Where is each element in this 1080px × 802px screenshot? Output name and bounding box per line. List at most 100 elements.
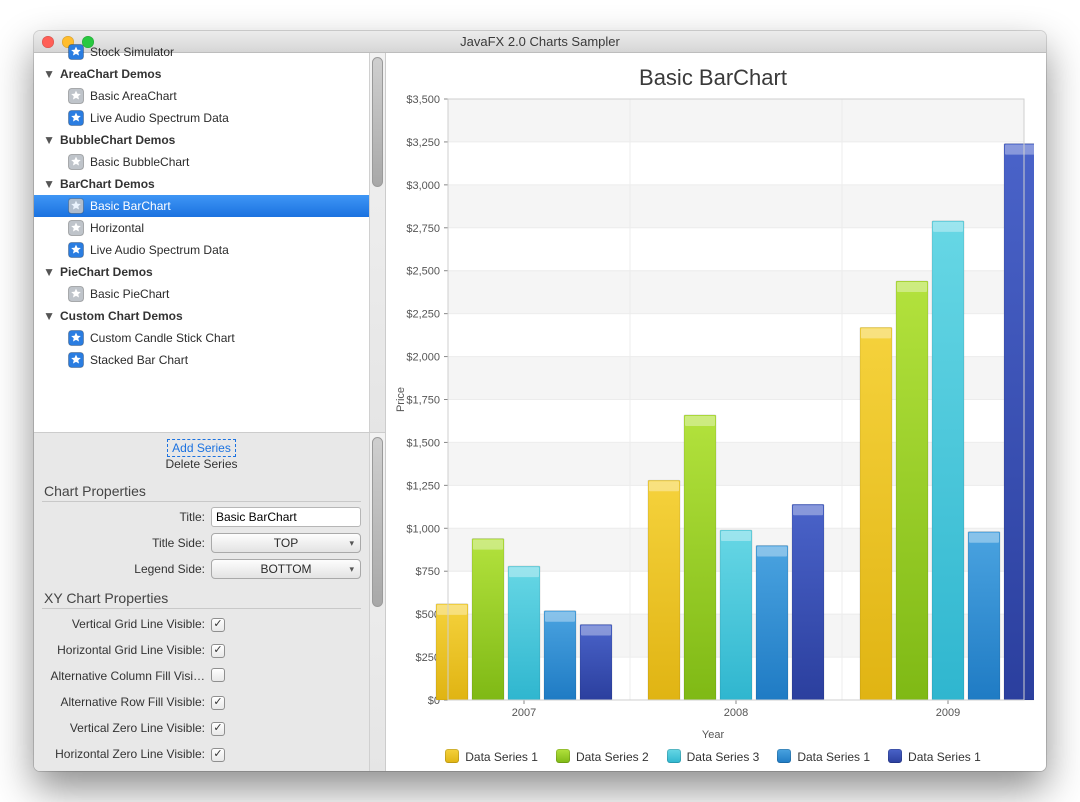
bar <box>968 532 1000 700</box>
chart-svg: $0$250$500$750$1,000$1,250$1,500$1,750$2… <box>392 93 1034 728</box>
bar <box>648 480 680 700</box>
altcol-label: Alternative Column Fill Visi… <box>42 669 211 683</box>
bar <box>508 566 540 700</box>
hzero-checkbox[interactable] <box>211 748 225 762</box>
disclosure-triangle-icon[interactable]: ▼ <box>44 177 54 191</box>
legend-item: Data Series 3 <box>667 749 760 764</box>
legend-label: Data Series 2 <box>576 750 649 764</box>
tree-item-label: Basic AreaChart <box>90 89 177 103</box>
legend-label: Data Series 1 <box>797 750 870 764</box>
title-side-select[interactable]: TOP▾ <box>211 533 361 553</box>
star-icon <box>68 220 84 236</box>
star-icon <box>68 286 84 302</box>
disclosure-triangle-icon[interactable]: ▼ <box>44 265 54 279</box>
add-series-button[interactable]: Add Series <box>167 439 236 457</box>
tree-group[interactable]: ▼BarChart Demos <box>34 173 369 195</box>
tree-group[interactable]: ▼ Custom Chart Demos <box>34 305 369 327</box>
disclosure-triangle-icon[interactable]: ▼ <box>44 67 54 81</box>
tree-group[interactable]: ▼ AreaChart Demos <box>34 63 369 85</box>
svg-text:Price: Price <box>395 387 407 412</box>
title-side-label: Title Side: <box>42 536 211 550</box>
tree-item-label: Basic BubbleChart <box>90 155 189 169</box>
svg-text:$3,000: $3,000 <box>406 180 440 192</box>
disclosure-triangle-icon[interactable]: ▼ <box>44 309 54 323</box>
star-icon <box>68 330 84 346</box>
altrow-label: Alternative Row Fill Visible: <box>42 695 211 709</box>
star-icon <box>68 110 84 126</box>
vzero-checkbox[interactable] <box>211 722 225 736</box>
hgrid-label: Horizontal Grid Line Visible: <box>42 643 211 657</box>
vzero-label: Vertical Zero Line Visible: <box>42 721 211 735</box>
tree-scrollbar[interactable] <box>369 53 385 432</box>
svg-text:$1,750: $1,750 <box>406 395 440 407</box>
tree-item[interactable]: Stacked Bar Chart <box>34 349 369 371</box>
bar-chart: $0$250$500$750$1,000$1,250$1,500$1,750$2… <box>392 93 1034 731</box>
title-label: Title: <box>42 510 211 524</box>
hzero-label: Horizontal Zero Line Visible: <box>42 747 211 761</box>
props-scroll-thumb[interactable] <box>372 437 383 607</box>
svg-text:$3,250: $3,250 <box>406 137 440 149</box>
star-icon <box>68 242 84 258</box>
altrow-checkbox[interactable] <box>211 696 225 710</box>
chart-legend: Data Series 1 Data Series 2 Data Series 3 D… <box>392 741 1034 768</box>
tree-item-label: Basic PieChart <box>90 287 169 301</box>
hgrid-checkbox[interactable] <box>211 644 225 658</box>
svg-text:2008: 2008 <box>724 707 748 719</box>
bar <box>896 281 928 700</box>
disclosure-triangle-icon[interactable]: ▼ <box>44 133 54 147</box>
sidebar: Stock Simulator▼AreaChart DemosBasic Are… <box>34 53 386 771</box>
tree-item[interactable]: Basic PieChart <box>34 283 369 305</box>
properties-panel: Add Series Delete Series Chart Propertie… <box>34 433 369 771</box>
chart-title: Basic BarChart <box>392 65 1034 91</box>
svg-text:$2,250: $2,250 <box>406 309 440 321</box>
legend-swatch <box>445 749 459 763</box>
legend-item: Data Series 1 <box>888 749 981 764</box>
bar <box>684 415 716 700</box>
star-icon <box>68 198 84 214</box>
tree-item-label: AreaChart Demos <box>60 67 161 81</box>
svg-text:$2,000: $2,000 <box>406 352 440 364</box>
legend-side-select[interactable]: BOTTOM▾ <box>211 559 361 579</box>
star-icon <box>68 154 84 170</box>
tree-scroll-thumb[interactable] <box>372 57 383 187</box>
tree-item[interactable]: Basic BarChart <box>34 195 369 217</box>
chart-pane: Basic BarChart $0$250$500$750$1,000$1,25… <box>386 53 1046 771</box>
svg-text:$1,000: $1,000 <box>406 523 440 535</box>
tree-item-label: Live Audio Spectrum Data <box>90 111 229 125</box>
tree-item[interactable]: Stock Simulator <box>34 41 369 63</box>
vgrid-checkbox[interactable] <box>211 618 225 632</box>
tree-group[interactable]: ▼BubbleChart Demos <box>34 129 369 151</box>
bar <box>756 545 788 700</box>
tree-item-label: Custom Chart Demos <box>60 309 183 323</box>
bar <box>580 624 612 700</box>
app-window: JavaFX 2.0 Charts Sampler Stock Simulato… <box>34 31 1046 771</box>
tree-item-label: Basic BarChart <box>90 199 171 213</box>
svg-text:$750: $750 <box>416 566 440 578</box>
legend-label: Data Series 3 <box>687 750 760 764</box>
legend-item: Data Series 1 <box>777 749 870 764</box>
vgrid-label: Vertical Grid Line Visible: <box>42 617 211 631</box>
tree-item-label: Stock Simulator <box>90 45 174 59</box>
bar <box>544 611 576 700</box>
star-icon <box>68 44 84 60</box>
tree-group[interactable]: ▼PieChart Demos <box>34 261 369 283</box>
tree-item[interactable]: Live Audio Spectrum Data <box>34 107 369 129</box>
altcol-checkbox[interactable] <box>211 668 225 682</box>
demo-tree[interactable]: Stock Simulator ▼ AreaChart Demos Basic Are… <box>34 39 369 432</box>
bar <box>932 221 964 700</box>
tree-item[interactable]: Live Audio Spectrum Data <box>34 239 369 261</box>
props-scrollbar[interactable] <box>369 433 385 771</box>
legend-label: Data Series 1 <box>908 750 981 764</box>
svg-text:$1,500: $1,500 <box>406 437 440 449</box>
legend-swatch <box>777 749 791 763</box>
tree-item[interactable]: Basic BubbleChart <box>34 151 369 173</box>
tree-item-label: Live Audio Spectrum Data <box>90 243 229 257</box>
tree-item[interactable]: Custom Candle Stick Chart <box>34 327 369 349</box>
legend-side-label: Legend Side: <box>42 562 211 576</box>
bar <box>720 530 752 700</box>
bar <box>792 504 824 700</box>
tree-item[interactable]: Horizontal <box>34 217 369 239</box>
delete-series-button[interactable]: Delete Series <box>165 457 237 471</box>
tree-item[interactable]: Basic AreaChart <box>34 85 369 107</box>
title-input[interactable] <box>211 507 361 527</box>
